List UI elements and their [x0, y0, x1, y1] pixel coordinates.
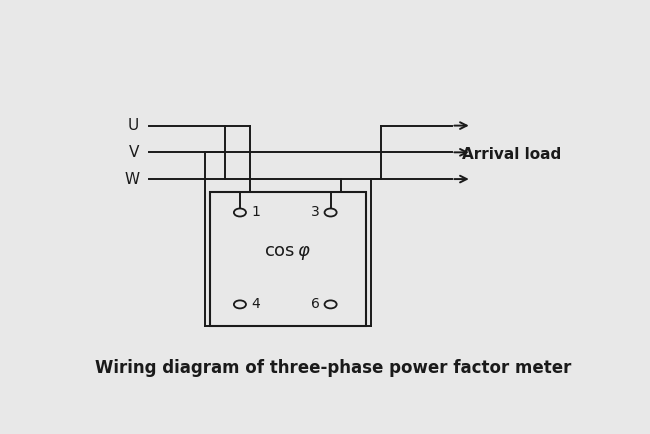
Bar — [210, 192, 366, 326]
Text: V: V — [129, 145, 139, 160]
Text: W: W — [124, 171, 139, 187]
Text: U: U — [128, 118, 139, 133]
Text: 4: 4 — [251, 297, 260, 311]
Text: Wiring diagram of three-phase power factor meter: Wiring diagram of three-phase power fact… — [95, 359, 571, 377]
Text: 1: 1 — [251, 205, 260, 220]
Text: 3: 3 — [311, 205, 320, 220]
Text: $\cos\varphi$: $\cos\varphi$ — [265, 243, 311, 262]
Text: Arrival load: Arrival load — [462, 147, 561, 161]
Text: 6: 6 — [311, 297, 320, 311]
